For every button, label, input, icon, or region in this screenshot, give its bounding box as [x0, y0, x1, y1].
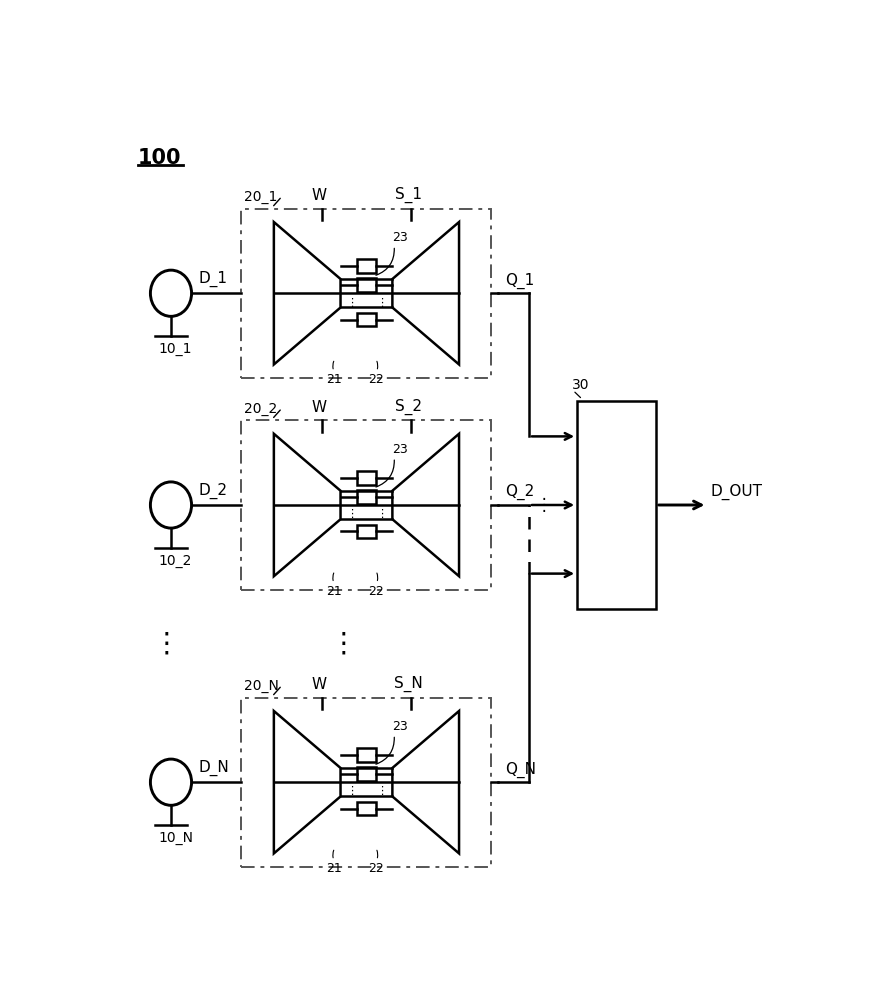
Bar: [358, 802, 376, 815]
Bar: [241, 209, 491, 378]
Text: W: W: [311, 188, 327, 203]
Text: 20_2: 20_2: [244, 402, 278, 416]
Text: 21: 21: [326, 373, 342, 386]
Text: S_2: S_2: [396, 399, 422, 415]
Text: ⋮: ⋮: [330, 630, 358, 658]
Text: D_N: D_N: [198, 760, 229, 776]
Bar: [358, 259, 376, 273]
Text: ⋮: ⋮: [346, 509, 358, 519]
Bar: [358, 490, 376, 504]
Text: Q_1: Q_1: [505, 272, 535, 289]
Text: S_N: S_N: [395, 676, 423, 692]
Bar: [358, 278, 376, 292]
Text: 10_2: 10_2: [158, 554, 192, 568]
Text: ⋮: ⋮: [346, 298, 358, 308]
Text: ⋮: ⋮: [376, 786, 387, 796]
Text: Q_N: Q_N: [505, 761, 536, 778]
Bar: [358, 525, 376, 538]
Text: 30: 30: [572, 378, 589, 392]
Text: 21: 21: [326, 585, 342, 598]
Text: 100: 100: [138, 148, 181, 168]
Text: D_1: D_1: [198, 271, 227, 287]
Text: D_OUT: D_OUT: [711, 484, 763, 500]
Text: 22: 22: [368, 862, 384, 875]
Text: D_2: D_2: [198, 483, 227, 499]
Bar: [577, 401, 656, 609]
Text: W: W: [311, 677, 327, 692]
Text: 23: 23: [392, 720, 408, 733]
Bar: [358, 767, 376, 781]
Bar: [241, 698, 491, 867]
Text: 22: 22: [368, 373, 384, 386]
Text: S_1: S_1: [396, 187, 422, 203]
Text: ⋮: ⋮: [346, 786, 358, 796]
Bar: [358, 471, 376, 485]
Text: W: W: [311, 400, 327, 415]
Text: 22: 22: [368, 585, 384, 598]
Text: 23: 23: [392, 443, 408, 456]
Text: ⋮: ⋮: [376, 298, 387, 308]
Text: 23: 23: [392, 231, 408, 244]
Text: 10_1: 10_1: [158, 342, 192, 356]
Text: Q_2: Q_2: [505, 484, 535, 500]
Text: 20_1: 20_1: [244, 190, 278, 204]
Text: 10_N: 10_N: [158, 831, 194, 845]
Bar: [241, 420, 491, 590]
Text: ⋮: ⋮: [153, 630, 181, 658]
Bar: [358, 313, 376, 326]
Text: ⋮: ⋮: [376, 509, 387, 519]
Bar: [358, 748, 376, 762]
Text: ⋮: ⋮: [536, 496, 552, 514]
Text: 21: 21: [326, 862, 342, 875]
Text: 20_N: 20_N: [244, 679, 280, 693]
